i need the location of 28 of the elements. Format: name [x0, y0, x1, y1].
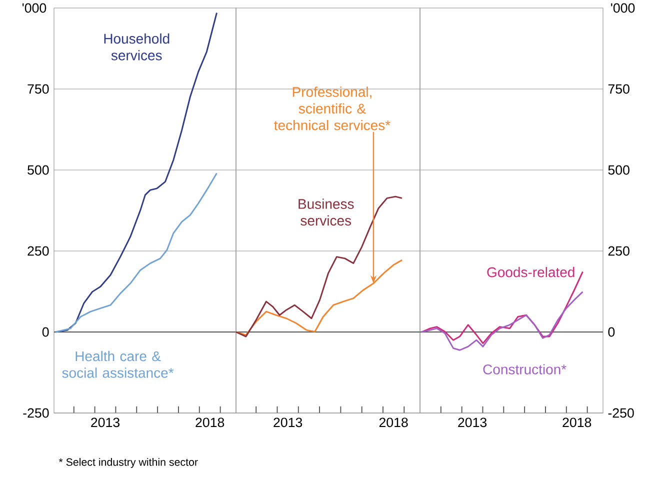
series-label: Construction* — [483, 364, 566, 374]
x-tick-label: 2013 — [91, 418, 120, 428]
text: Household services — [104, 33, 170, 60]
y-tick-label: -250 — [23, 408, 49, 418]
y2-axis-title: '000 — [611, 3, 635, 13]
x-tick-label: 2013 — [274, 418, 302, 428]
y-tick-label: 750 — [28, 84, 49, 94]
y-tick-label: 500 — [28, 165, 49, 175]
x-tick-label: 2018 — [562, 418, 592, 428]
text: * Select industry within sector — [58, 458, 198, 468]
x-tick-label: 2018 — [196, 418, 224, 428]
series-label: Health care & social assistance* — [62, 350, 174, 378]
y2-tick-label: 250 — [608, 246, 630, 256]
y2-tick-label: 0 — [608, 327, 615, 337]
x-tick-label: 2018 — [379, 418, 408, 428]
line-series — [420, 291, 584, 351]
y-axis-title: '000 — [22, 3, 46, 13]
y-tick-label: 250 — [28, 246, 49, 256]
x-tick-label: 2013 — [458, 418, 487, 428]
line-series — [54, 12, 218, 333]
series-label: Business services — [298, 198, 354, 226]
y2-tick-label: -250 — [608, 408, 634, 418]
text: Professional, scientific & technical services* — [274, 86, 390, 130]
line-series — [54, 172, 218, 333]
y2-tick-label: 500 — [608, 165, 630, 175]
y2-tick-label: 750 — [608, 84, 630, 94]
y-tick-label: 0 — [42, 327, 49, 337]
series-label: Goods-related — [487, 266, 574, 278]
